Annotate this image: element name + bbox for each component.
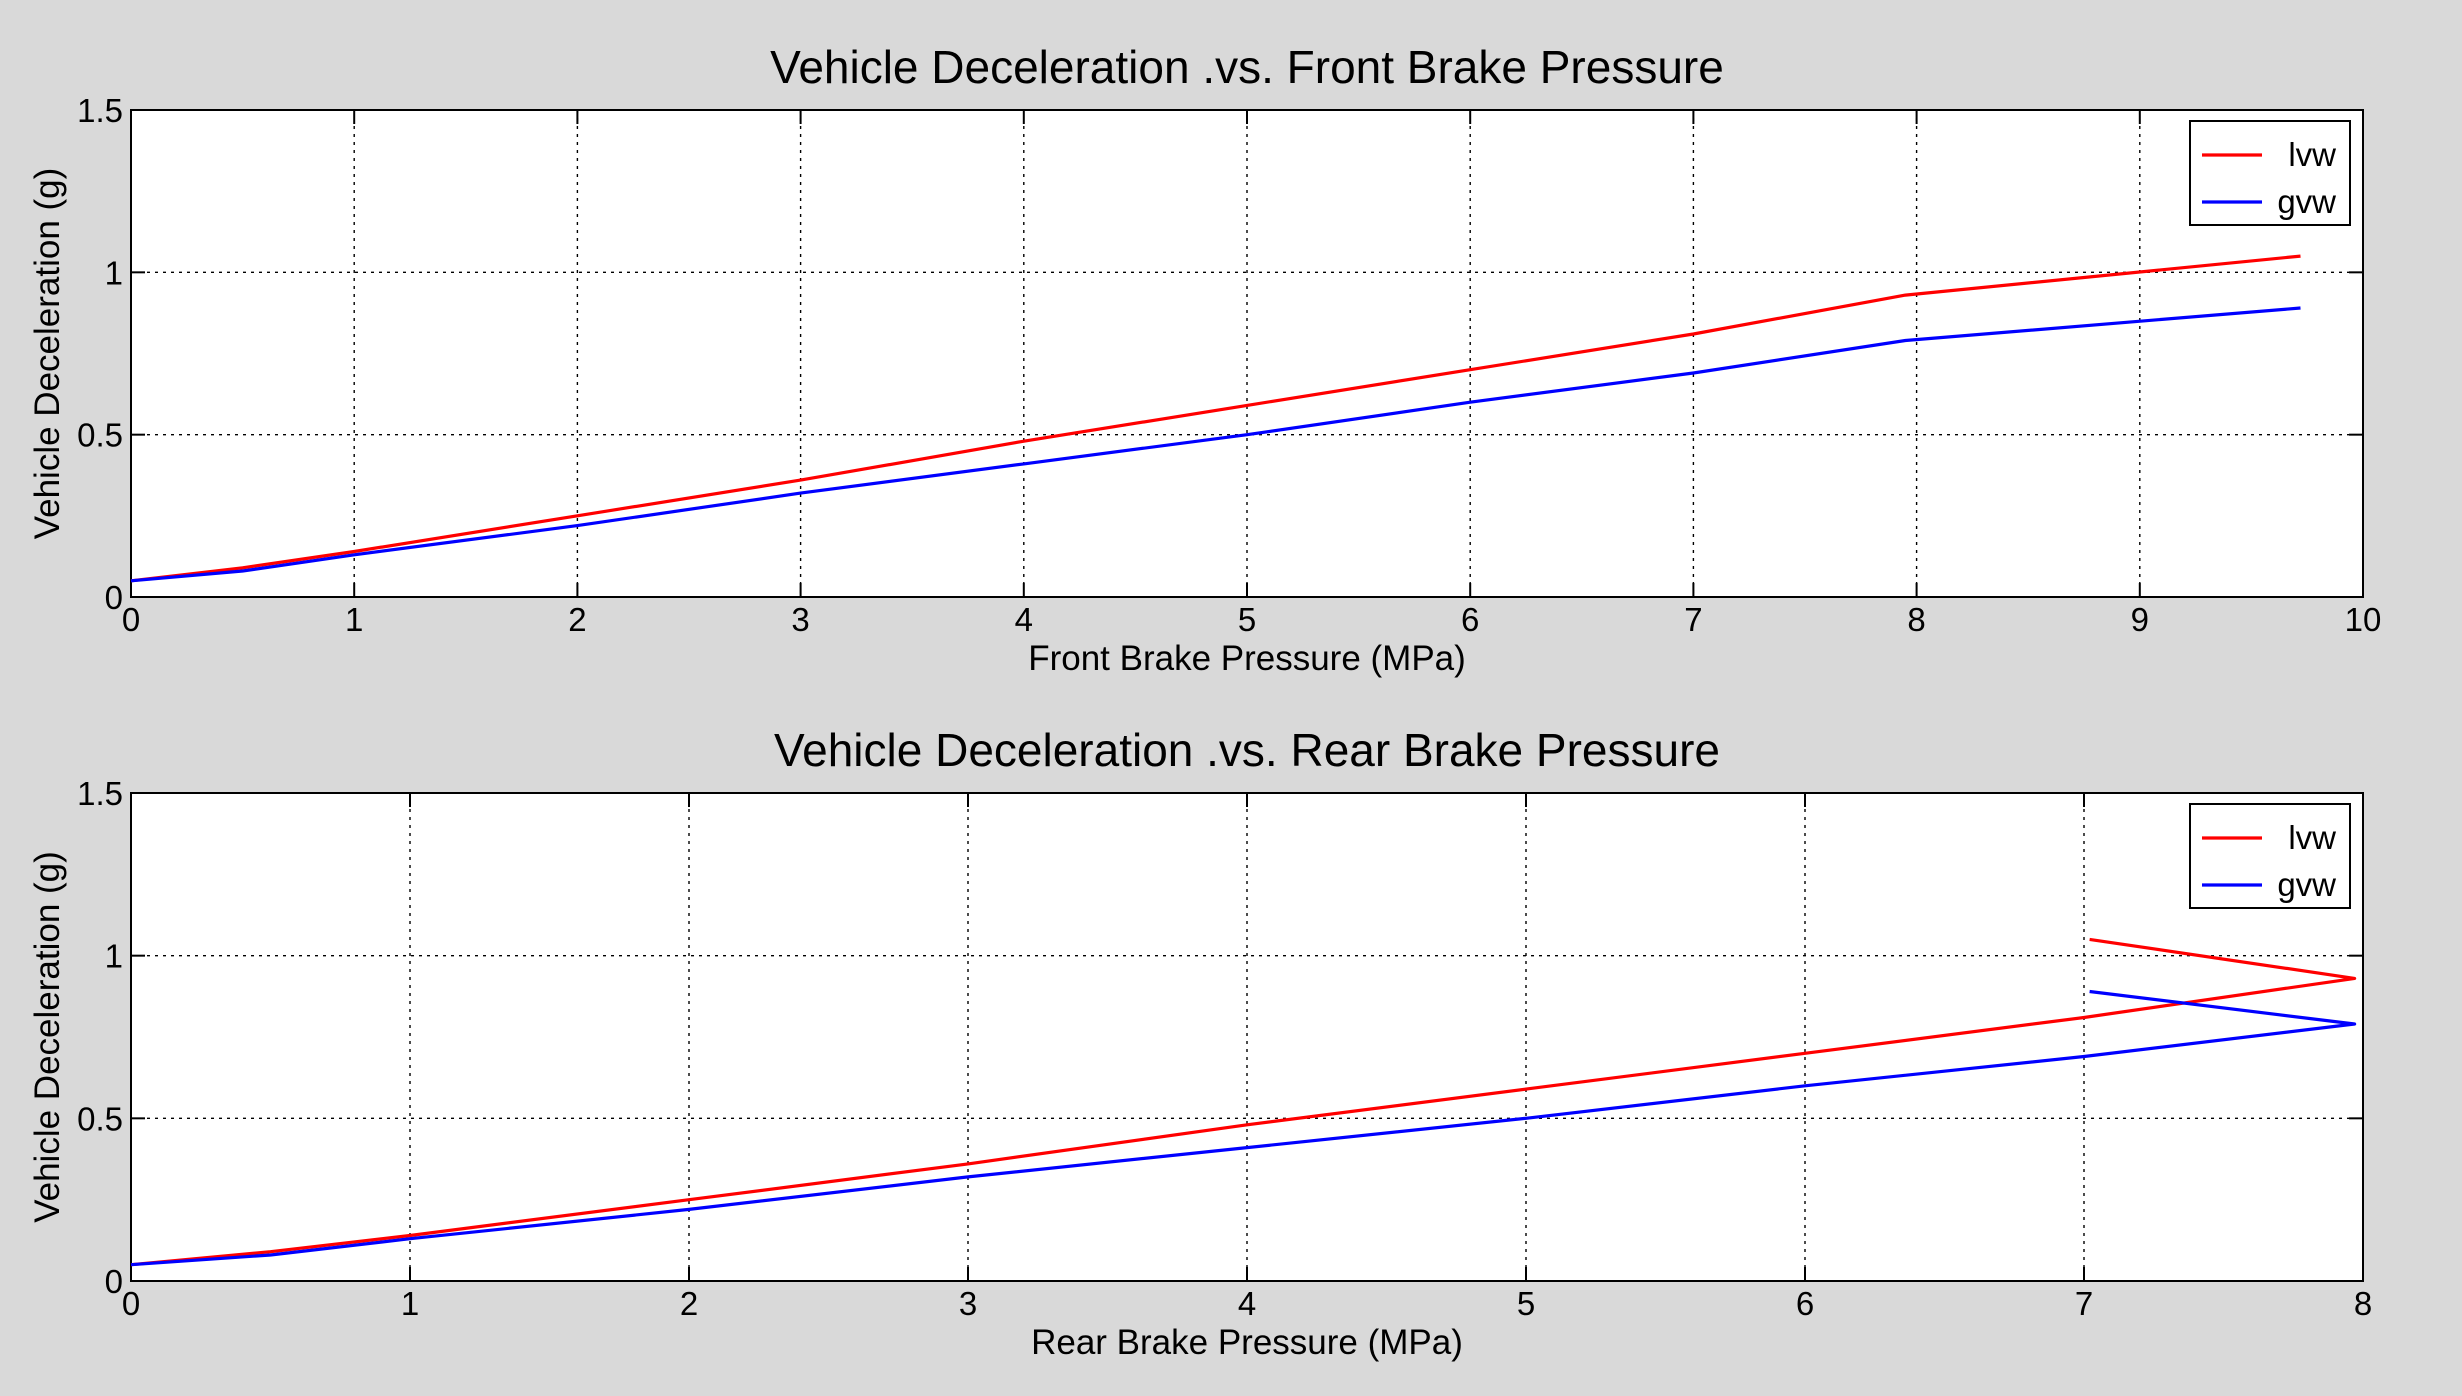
x-tick-label: 9 — [2131, 601, 2149, 638]
legend-label: gvw — [2277, 183, 2336, 220]
chart-title: Vehicle Deceleration .vs. Front Brake Pr… — [770, 41, 1724, 93]
x-tick-label: 7 — [2075, 1285, 2093, 1322]
legend-box — [2189, 803, 2351, 909]
series-line-gvw — [130, 306, 2301, 583]
legend-box — [2189, 120, 2351, 226]
legend: lvw gvw — [2189, 120, 2351, 226]
y-tick-label: 1 — [105, 254, 123, 291]
x-tick-label: 4 — [1015, 601, 1033, 638]
series-line-gvw — [130, 989, 2357, 1267]
series-line-lvw — [130, 254, 2301, 583]
chart-2: 0 1 2 3 4 5 6 7 8 0 0.5 1 1.5 Vehicle Deceleration .v… — [28, 724, 2372, 1362]
x-tick-label: 5 — [1238, 601, 1256, 638]
x-tick-label: 1 — [401, 1285, 419, 1322]
x-tick-label: 4 — [1238, 1285, 1256, 1322]
chart-1: 0 1 2 3 4 5 6 7 8 9 10 0 0.5 1 1.5 Vehicle Deceleration… — [28, 41, 2381, 678]
y-tick-label: 1.5 — [77, 92, 123, 129]
y-tick-label: 0 — [105, 1263, 123, 1300]
legend-label: lvw — [2288, 819, 2336, 856]
chart-title: Vehicle Deceleration .vs. Rear Brake Pre… — [774, 724, 1720, 776]
y-axis-label: Vehicle Deceleration (g) — [28, 168, 67, 540]
x-tick-label: 0 — [122, 1285, 140, 1322]
y-tick-label: 0.5 — [77, 1100, 123, 1137]
y-tick-label: 1.5 — [77, 775, 123, 812]
y-tick-label: 1 — [105, 938, 123, 975]
legend: lvw gvw — [2189, 803, 2351, 909]
x-axis-label: Front Brake Pressure (MPa) — [1028, 639, 1466, 678]
x-tick-label: 10 — [2345, 601, 2382, 638]
series-line-lvw — [130, 937, 2357, 1267]
x-tick-label: 0 — [122, 601, 140, 638]
x-tick-label: 7 — [1684, 601, 1702, 638]
x-tick-label: 2 — [680, 1285, 698, 1322]
x-tick-label: 8 — [1907, 601, 1925, 638]
x-tick-label: 8 — [2354, 1285, 2372, 1322]
legend-label: lvw — [2288, 136, 2336, 173]
x-tick-label: 2 — [568, 601, 586, 638]
x-tick-label: 3 — [791, 601, 809, 638]
y-tick-label: 0.5 — [77, 417, 123, 454]
x-tick-label: 6 — [1461, 601, 1479, 638]
y-axis-label: Vehicle Deceleration (g) — [28, 851, 67, 1223]
y-tick-label: 0 — [105, 579, 123, 616]
x-tick-label: 6 — [1796, 1285, 1814, 1322]
legend-label: gvw — [2277, 866, 2336, 903]
x-tick-label: 3 — [959, 1285, 977, 1322]
x-tick-label: 1 — [345, 601, 363, 638]
x-tick-label: 5 — [1517, 1285, 1535, 1322]
x-axis-label: Rear Brake Pressure (MPa) — [1031, 1323, 1463, 1362]
